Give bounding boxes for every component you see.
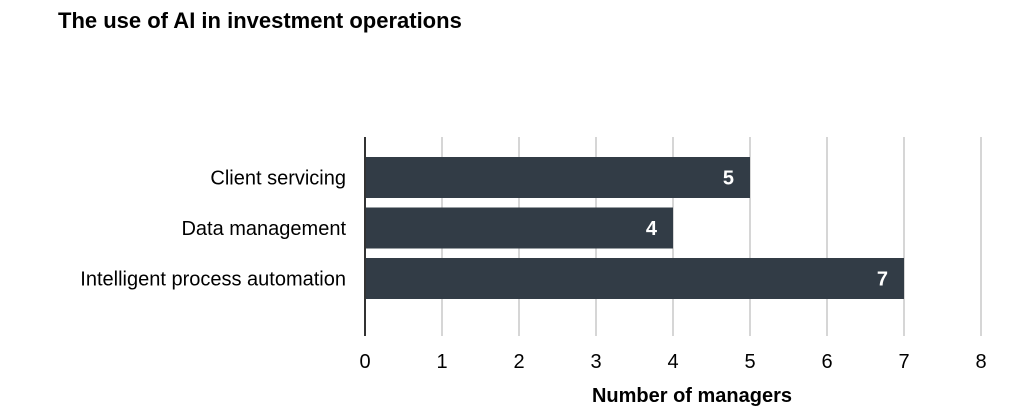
category-label: Client servicing (210, 168, 346, 190)
x-axis-title: Number of managers (592, 385, 792, 407)
x-tick-label: 7 (898, 351, 909, 373)
x-tick-label: 4 (667, 351, 678, 373)
x-tick-label: 8 (975, 351, 986, 373)
bar-intelligent-process-automation (365, 258, 904, 299)
x-tick-label: 1 (436, 351, 447, 373)
data-label: 4 (646, 218, 658, 240)
data-label: 7 (877, 269, 888, 291)
category-label: Data management (181, 218, 346, 240)
bars (365, 157, 904, 299)
labels: 0 1 2 3 4 5 6 7 8 Client servicing 5 Data managemen… (80, 168, 986, 374)
chart-title: The use of AI in investment operations (58, 8, 462, 33)
x-tick-label: 3 (590, 351, 601, 373)
x-tick-label: 5 (744, 351, 755, 373)
category-label: Intelligent process automation (80, 269, 346, 291)
x-tick-label: 6 (821, 351, 832, 373)
bar-client-servicing (365, 157, 750, 198)
x-tick-label: 0 (359, 351, 370, 373)
data-label: 5 (723, 168, 734, 190)
bar-data-management (365, 207, 673, 249)
x-tick-label: 2 (513, 351, 524, 373)
